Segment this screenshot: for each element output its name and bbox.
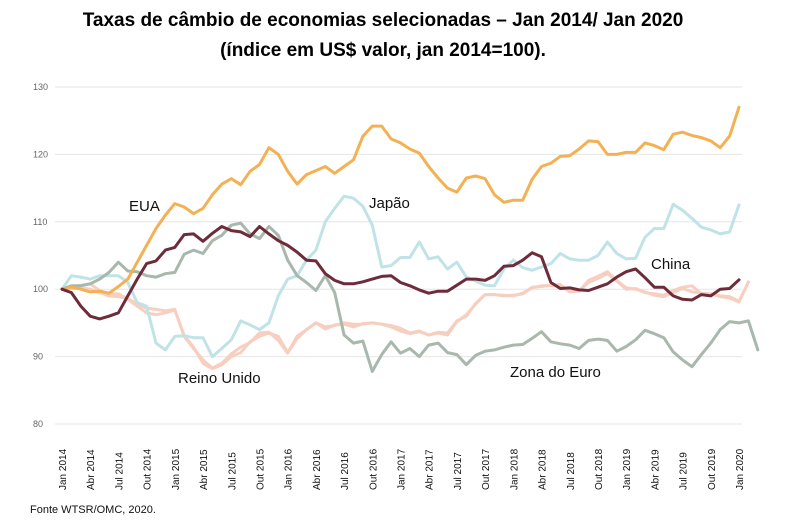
series-line-china-marrom- <box>60 225 741 321</box>
source-note: Fonte WTSR/OMC, 2020. <box>30 504 156 516</box>
x-tick-label: Jul 2014 <box>114 452 125 490</box>
x-tick-label: Abr 2018 <box>538 449 549 490</box>
y-tick-label: 110 <box>33 217 47 227</box>
series-label-japao: Japão <box>369 195 410 212</box>
grid <box>55 86 742 425</box>
y-tick-label: 130 <box>33 82 48 92</box>
x-tick-label: Jan 2015 <box>171 448 182 490</box>
series-line-zona-do-euro <box>60 221 760 373</box>
x-tick-label: Jan 2014 <box>58 448 69 490</box>
x-tick-label: Jan 2018 <box>509 448 520 490</box>
x-tick-label: Out 2018 <box>594 448 605 490</box>
y-tick-label: 100 <box>33 284 48 294</box>
x-tick-label: Jul 2018 <box>566 452 577 490</box>
x-tick-label: Out 2015 <box>255 448 266 490</box>
x-tick-label: Out 2019 <box>707 448 718 490</box>
x-axis-ticks: Jan 2014 Abr 2014 Jul 2014 Out 2014 Jan 2015… <box>58 448 746 490</box>
series-line-eua <box>60 105 741 295</box>
x-tick-label: Jan 2017 <box>397 448 408 490</box>
x-tick-label: Abr 2017 <box>425 449 436 490</box>
chart-title-line-1: Taxas de câmbio de economias selecionada… <box>82 10 684 31</box>
series-lines <box>60 105 760 373</box>
x-tick-label: Jul 2016 <box>340 452 351 490</box>
y-tick-label: 90 <box>33 352 43 362</box>
series-line-reino-unido <box>60 270 750 370</box>
x-tick-label: Out 2017 <box>481 448 492 490</box>
series-label-eua: EUA <box>129 198 160 215</box>
x-tick-label: Jan 2020 <box>735 448 746 490</box>
x-tick-label: Jul 2019 <box>679 452 690 490</box>
series-label-reino-unido: Reino Unido <box>178 370 261 387</box>
x-tick-label: Out 2014 <box>143 448 154 490</box>
chart-title-line-2: (índice em US$ valor, jan 2014=100). <box>220 40 546 61</box>
x-tick-label: Abr 2014 <box>86 449 97 490</box>
series-label-china: China <box>651 256 691 273</box>
x-tick-label: Jul 2017 <box>453 452 464 490</box>
y-tick-label: 120 <box>33 149 48 159</box>
y-tick-label: 80 <box>33 419 43 429</box>
series-labels: EUA Japão China Reino Unido Zona do Euro <box>129 195 691 387</box>
x-tick-label: Jul 2015 <box>227 452 238 490</box>
y-axis-ticks: 80 90 100 110 120 130 <box>33 82 48 429</box>
x-tick-label: Abr 2015 <box>199 449 210 490</box>
series-label-zona-do-euro: Zona do Euro <box>510 364 601 381</box>
x-tick-label: Jan 2019 <box>622 448 633 490</box>
series-line-jap-o <box>60 194 741 359</box>
x-tick-label: Out 2016 <box>368 448 379 490</box>
x-tick-label: Abr 2016 <box>312 449 323 490</box>
x-tick-label: Jan 2016 <box>284 448 295 490</box>
x-tick-label: Abr 2019 <box>650 449 661 490</box>
series-line-china <box>60 272 750 371</box>
